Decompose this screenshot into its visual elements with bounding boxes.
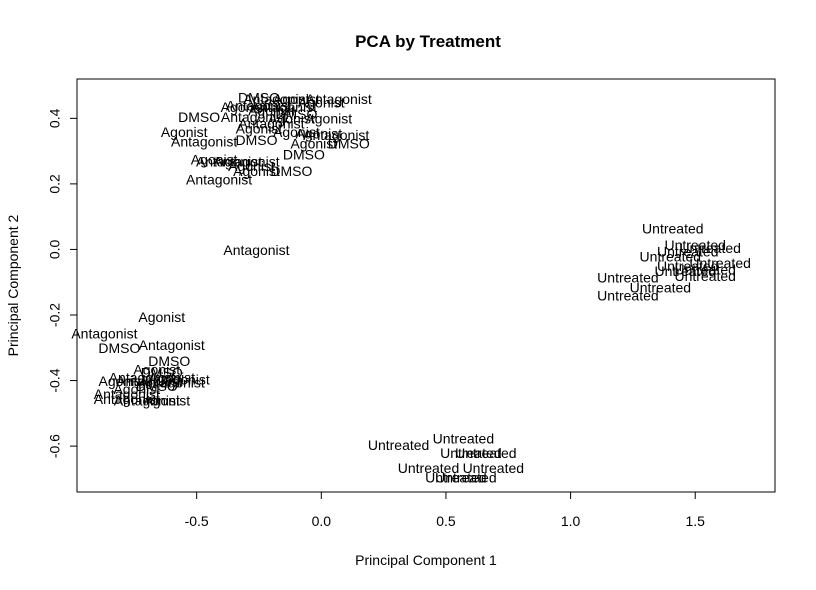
- point-label: Agonist: [233, 163, 280, 179]
- point-label: Agonist: [228, 158, 275, 174]
- point-label: DMSO: [235, 132, 277, 148]
- y-tick-label: 0.2: [47, 174, 63, 194]
- point-label: Untreated: [630, 279, 691, 295]
- point-label: DMSO: [283, 147, 325, 163]
- point-label: Agonist: [113, 381, 160, 397]
- point-label: Antagonist: [213, 153, 279, 169]
- point-label: Untreated: [425, 470, 486, 486]
- point-label: Antagonist: [243, 91, 309, 107]
- x-tick-label: 0.0: [312, 513, 332, 529]
- point-label: Agonist: [99, 373, 146, 389]
- x-axis-label: Principal Component 1: [355, 552, 497, 568]
- y-axis-label: Principal Component 2: [5, 214, 21, 356]
- point-label: Untreated: [657, 258, 718, 274]
- x-tick-label: -0.5: [185, 513, 209, 529]
- x-tick-label: 1.5: [685, 513, 705, 529]
- point-label: Untreated: [455, 445, 516, 461]
- point-label: Untreated: [679, 240, 740, 256]
- point-label: Antagonist: [171, 134, 237, 150]
- point-label: Antagonist: [71, 325, 137, 341]
- point-label: Agonist: [273, 91, 320, 107]
- point-label: Agonist: [221, 99, 268, 115]
- point-label: Untreated: [597, 288, 658, 304]
- point-label: Untreated: [440, 445, 501, 461]
- point-label: Antagonist: [226, 98, 292, 114]
- point-label: DMSO: [98, 340, 140, 356]
- point-label: DMSO: [136, 378, 178, 394]
- point-label: DMSO: [270, 163, 312, 179]
- point-label: Untreated: [435, 470, 496, 486]
- point-label: Untreated: [640, 248, 701, 264]
- point-label: DMSO: [141, 365, 183, 381]
- point-label: Agonist: [295, 125, 342, 141]
- point-label: Agonist: [298, 94, 345, 110]
- point-label: Untreated: [368, 437, 429, 453]
- point-label: Agonist: [268, 111, 315, 127]
- point-label: Antagonist: [109, 370, 175, 386]
- point-label: Agonist: [248, 102, 295, 118]
- point-label: DMSO: [238, 89, 280, 105]
- point-label: Antagonist: [186, 171, 252, 187]
- y-tick-label: -0.6: [47, 434, 63, 458]
- point-label: Antagonist: [139, 375, 205, 391]
- point-label: DMSO: [148, 353, 190, 369]
- point-label: Agonist: [161, 124, 208, 140]
- y-tick-label: -0.2: [47, 303, 63, 327]
- point-label: Antagonist: [144, 371, 210, 387]
- point-label: Untreated: [642, 220, 703, 236]
- point-label: DMSO: [275, 106, 317, 122]
- y-tick-label: -0.4: [47, 368, 63, 392]
- y-tick-label: 0.0: [47, 240, 63, 260]
- point-label: Antagonist: [139, 337, 205, 353]
- point-label: Untreated: [674, 261, 735, 277]
- point-label: Agonist: [273, 124, 320, 140]
- point-label: Antagonist: [306, 91, 372, 107]
- y-axis: -0.6 -0.4 -0.2 0.0 0.2 0.4: [47, 108, 78, 458]
- point-label: Agonist: [236, 121, 283, 137]
- point-label: Agonist: [305, 111, 352, 127]
- point-label: Antagonist: [238, 116, 304, 132]
- point-label: Agonist: [143, 393, 190, 409]
- point-label: Untreated: [657, 243, 718, 259]
- point-label: Agonist: [290, 135, 337, 151]
- point-label: Untreated: [433, 430, 494, 446]
- point-label: Agonist: [133, 361, 180, 377]
- point-label: Antagonist: [114, 393, 180, 409]
- point-label: Antagonist: [303, 127, 369, 143]
- x-tick-label: 1.0: [561, 513, 581, 529]
- chart-title: PCA by Treatment: [355, 32, 501, 51]
- point-label: Untreated: [398, 460, 459, 476]
- point-label: Untreated: [597, 270, 658, 286]
- point-label: Untreated: [689, 255, 750, 271]
- point-label: Antagonist: [223, 242, 289, 258]
- point-label: Untreated: [674, 268, 735, 284]
- point-label: DMSO: [328, 135, 370, 151]
- point-label: Antagonist: [116, 373, 182, 389]
- point-label: Untreated: [655, 263, 716, 279]
- point-label: Antagonist: [94, 386, 160, 402]
- data-points: DMSOAntagonistAgonistAntagonistAgonistAn…: [71, 89, 751, 485]
- y-tick-label: 0.4: [47, 108, 63, 128]
- point-label: DMSO: [178, 109, 220, 125]
- point-label: Agonist: [138, 309, 185, 325]
- point-label: Agonist: [148, 370, 195, 386]
- x-tick-label: 0.5: [436, 513, 456, 529]
- point-label: Antagonist: [221, 109, 287, 125]
- x-axis: -0.5 0.0 0.5 1.0 1.5: [185, 491, 705, 529]
- point-label: Untreated: [664, 237, 725, 253]
- point-label: Untreated: [463, 460, 524, 476]
- point-label: Agonist: [191, 152, 238, 168]
- point-label: Antagonist: [196, 153, 262, 169]
- point-label: Antagonist: [94, 391, 160, 407]
- point-label: Antagonist: [251, 99, 317, 115]
